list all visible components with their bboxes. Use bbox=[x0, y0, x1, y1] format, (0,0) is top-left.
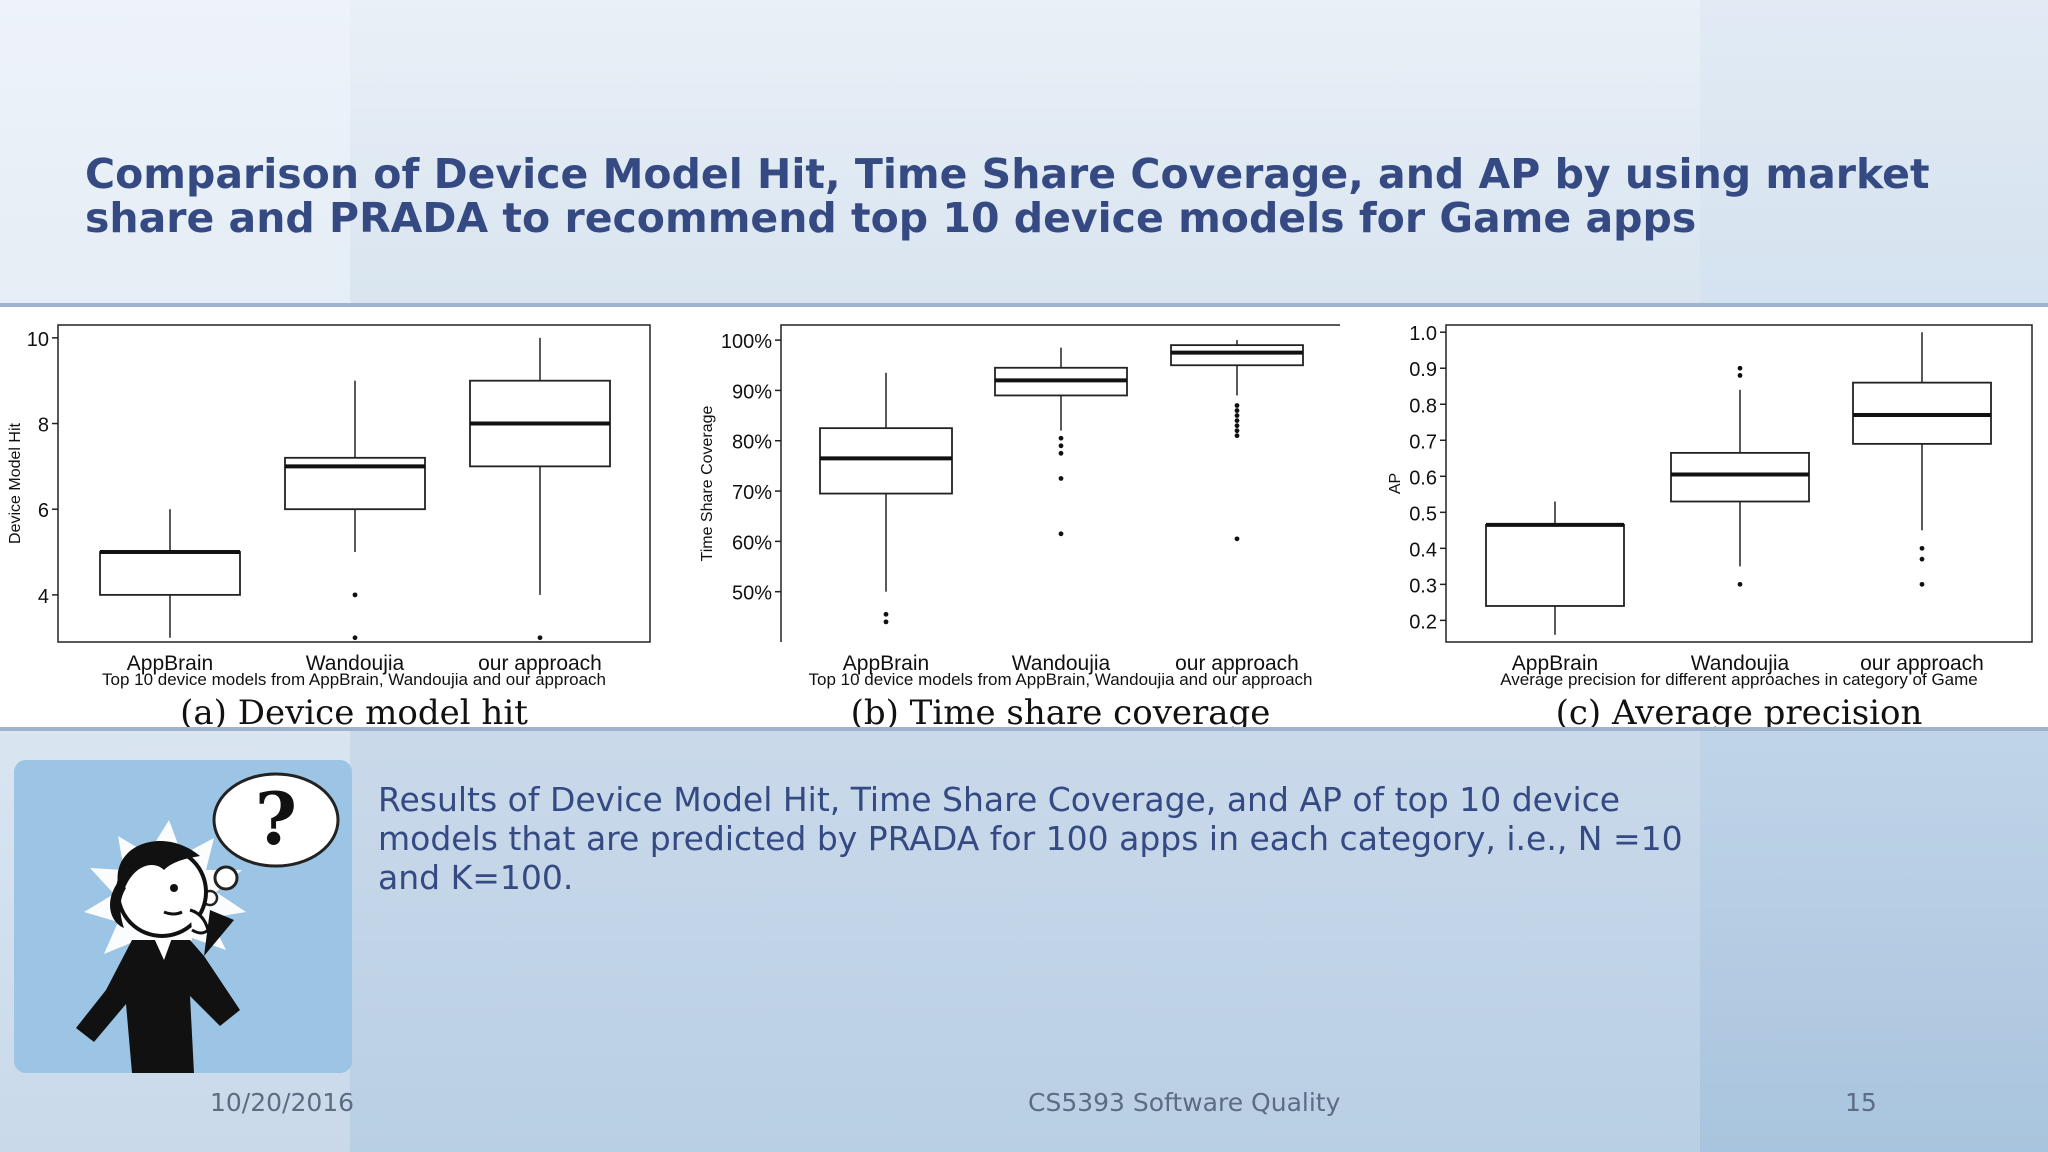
x-category-label: our approach bbox=[1860, 652, 1984, 675]
footer-course: CS5393 Software Quality bbox=[1028, 1088, 1341, 1117]
outlier-point bbox=[1919, 581, 1925, 587]
y-tick-label: 10 bbox=[27, 329, 49, 351]
y-tick-label: 0.9 bbox=[1409, 359, 1437, 381]
slide-title: Comparison of Device Model Hit, Time Sha… bbox=[85, 150, 1930, 242]
y-tick-label: 0.5 bbox=[1409, 503, 1437, 525]
outlier-point bbox=[883, 619, 889, 625]
outlier-point bbox=[1737, 373, 1743, 378]
x-category-label: AppBrain bbox=[127, 652, 213, 675]
outlier-point bbox=[1234, 408, 1240, 413]
box-1 bbox=[819, 427, 953, 495]
chart-subtitle: Average precision for different approach… bbox=[1500, 670, 1978, 689]
y-tick-label: 1.0 bbox=[1409, 323, 1437, 345]
outlier-point bbox=[1058, 443, 1064, 449]
outlier-point bbox=[1919, 545, 1925, 551]
y-tick-label: 70% bbox=[732, 482, 772, 504]
outlier-point bbox=[1234, 418, 1240, 424]
x-category-label: Wandoujia bbox=[306, 652, 405, 675]
figure-strip: 4 6 8 10 Device Model Hit AppBrain Wandoujia ou… bbox=[0, 303, 2048, 731]
outlier-point bbox=[1234, 403, 1240, 408]
y-tick-label: 0.8 bbox=[1409, 395, 1437, 417]
outlier-point bbox=[1737, 365, 1743, 371]
thinking-person-question-mark-icon: ? bbox=[14, 760, 352, 1073]
x-category-label: our approach bbox=[1175, 652, 1299, 675]
box-1 bbox=[99, 551, 241, 596]
box-3 bbox=[1170, 344, 1304, 367]
footer-page-number: 15 bbox=[1845, 1088, 1877, 1117]
plot-frame bbox=[1445, 324, 2033, 643]
svg-text:?: ? bbox=[255, 776, 297, 861]
chart-caption: (a) Device model hit bbox=[180, 693, 528, 727]
y-tick-label: 100% bbox=[721, 331, 772, 353]
x-category-label: AppBrain bbox=[1512, 652, 1598, 675]
x-category-label: Wandoujia bbox=[1012, 652, 1111, 675]
body-text: Results of Device Model Hit, Time Share … bbox=[378, 780, 1683, 897]
y-axis-label: Time Share Coverage bbox=[699, 405, 716, 561]
outlier-point bbox=[1058, 450, 1064, 456]
y-tick-label: 60% bbox=[732, 532, 772, 554]
y-tick-label: 50% bbox=[732, 583, 772, 605]
outlier-point bbox=[1234, 413, 1240, 418]
outlier-point bbox=[352, 592, 358, 598]
y-tick-label: 0.7 bbox=[1409, 431, 1437, 453]
box-2 bbox=[1670, 451, 1810, 503]
x-category-label: our approach bbox=[478, 652, 602, 675]
y-tick-label: 8 bbox=[38, 415, 49, 437]
outlier-point bbox=[1234, 536, 1240, 542]
x-category-label: AppBrain bbox=[843, 652, 929, 675]
outlier-point bbox=[352, 635, 358, 641]
box-1 bbox=[1485, 524, 1625, 607]
y-tick-label: 0.2 bbox=[1409, 611, 1437, 633]
outlier-point bbox=[883, 611, 889, 617]
outlier-point bbox=[1919, 556, 1925, 562]
y-tick-label: 0.3 bbox=[1409, 575, 1437, 597]
outlier-point bbox=[537, 635, 543, 641]
outlier-point bbox=[1234, 428, 1240, 434]
outlier-point bbox=[1234, 433, 1240, 439]
y-tick-label: 90% bbox=[732, 381, 772, 403]
x-category-label: Wandoujia bbox=[1691, 652, 1790, 675]
outlier-point bbox=[1058, 435, 1064, 441]
y-tick-label: 0.6 bbox=[1409, 467, 1437, 489]
plot-frame bbox=[57, 324, 651, 643]
y-tick-label: 80% bbox=[732, 432, 772, 454]
boxplot-charts: 4 6 8 10 Device Model Hit AppBrain Wandoujia ou… bbox=[7, 323, 2033, 727]
y-tick-label: 4 bbox=[38, 586, 49, 608]
y-axis-label: AP bbox=[1387, 473, 1404, 494]
outlier-point bbox=[1058, 476, 1064, 481]
outlier-point bbox=[1058, 531, 1064, 537]
y-tick-label: 0.4 bbox=[1409, 539, 1437, 561]
chart-caption: (c) Average precision bbox=[1556, 693, 1923, 727]
chart-caption: (b) Time share coverage bbox=[851, 693, 1271, 727]
plot-frame bbox=[780, 324, 1340, 642]
y-axis-label: Device Model Hit bbox=[7, 422, 24, 543]
outlier-point bbox=[1234, 423, 1240, 429]
chart-subtitle: Top 10 device models from AppBrain, Wand… bbox=[102, 670, 606, 689]
chart-subtitle: Top 10 device models from AppBrain, Wand… bbox=[808, 670, 1312, 689]
footer-date: 10/20/2016 bbox=[210, 1088, 355, 1117]
y-tick-label: 6 bbox=[38, 500, 49, 522]
outlier-point bbox=[1737, 581, 1743, 587]
